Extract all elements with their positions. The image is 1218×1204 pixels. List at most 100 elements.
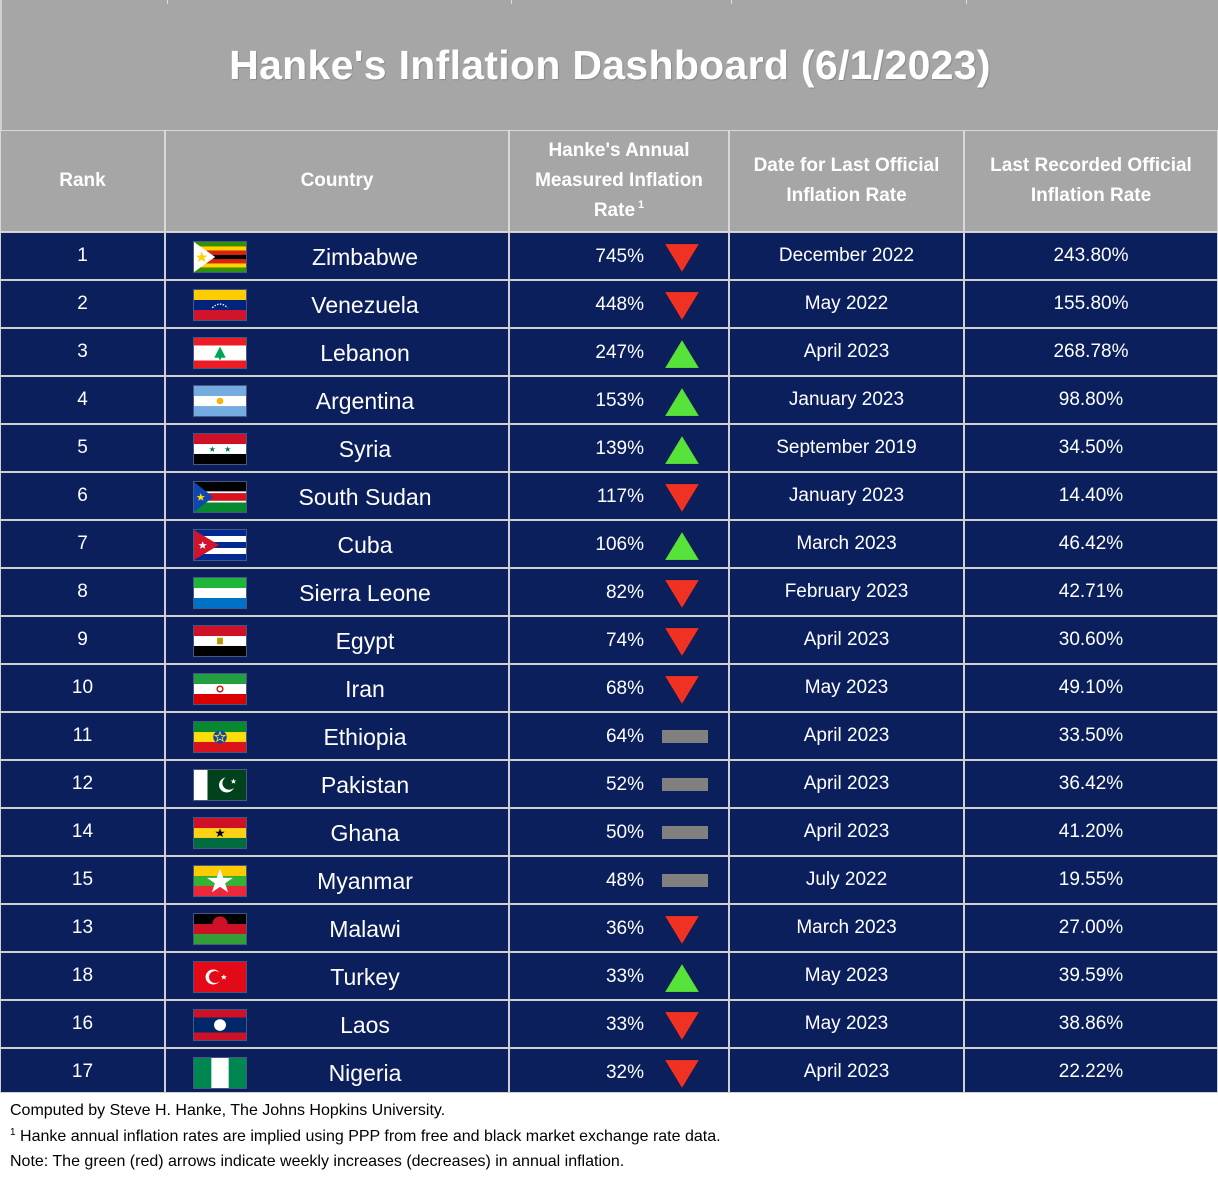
country-name: Syria <box>338 435 392 462</box>
footnote-marker: 1 <box>10 1126 16 1138</box>
last-date-value: February 2023 <box>784 581 909 602</box>
hanke-rate-cell: 64% <box>509 712 729 760</box>
syria-flag <box>193 433 247 465</box>
official-rate-cell: 39.59% <box>964 952 1218 1000</box>
rank-value: 13 <box>71 917 94 938</box>
official-rate-value: 39.59% <box>1058 965 1124 986</box>
hanke-rate-cell: 36% <box>509 904 729 952</box>
header-date-line2: Inflation Rate <box>786 185 907 206</box>
last-date-cell: April 2023 <box>729 616 964 664</box>
hanke-rate-value: 247% <box>595 342 644 363</box>
official-rate-cell: 33.50% <box>964 712 1218 760</box>
country-cell: Ghana <box>165 808 509 856</box>
hanke-rate-value: 32% <box>605 1062 644 1083</box>
country-name: Venezuela <box>311 291 419 318</box>
rank-value: 5 <box>77 437 88 458</box>
official-rate-cell: 46.42% <box>964 520 1218 568</box>
rank-value: 1 <box>77 245 88 266</box>
rank-cell: 11 <box>0 712 165 760</box>
last-date-value: July 2022 <box>805 869 888 890</box>
official-rate-value: 42.71% <box>1058 581 1124 602</box>
rank-cell: 3 <box>0 328 165 376</box>
country-cell: Syria <box>165 424 509 472</box>
rank-cell: 15 <box>0 856 165 904</box>
country-cell: Nigeria <box>165 1048 509 1096</box>
country-name: Lebanon <box>320 339 410 366</box>
table-row: 17 Nigeria 32% April 2023 22.22% <box>0 1048 1218 1096</box>
footer-note: Note: The green (red) arrows indicate we… <box>10 1153 625 1170</box>
rank-cell: 18 <box>0 952 165 1000</box>
official-rate-cell: 34.50% <box>964 424 1218 472</box>
last-date-cell: April 2023 <box>729 712 964 760</box>
rank-value: 2 <box>77 293 88 314</box>
country-name: Egypt <box>335 627 395 654</box>
rank-value: 3 <box>77 341 88 362</box>
table-row: 5 Syria 139% September 2019 34.50% <box>0 424 1218 472</box>
hanke-rate-value: 139% <box>595 438 644 459</box>
official-rate-cell: 98.80% <box>964 376 1218 424</box>
table-row: 14 Ghana 50% April 2023 41.20% <box>0 808 1218 856</box>
last-date-cell: May 2023 <box>729 952 964 1000</box>
footer-credit: Computed by Steve H. Hanke, The Johns Ho… <box>10 1102 446 1119</box>
official-rate-cell: 30.60% <box>964 616 1218 664</box>
country-cell: Iran <box>165 664 509 712</box>
official-rate-cell: 155.80% <box>964 280 1218 328</box>
country-name: Malawi <box>329 915 401 942</box>
title-bar: Hanke's Inflation Dashboard (6/1/2023) <box>0 0 1218 130</box>
ghana-flag <box>193 817 247 849</box>
last-date-cell: May 2023 <box>729 1000 964 1048</box>
official-rate-cell: 19.55% <box>964 856 1218 904</box>
hanke-rate-value: 153% <box>595 390 644 411</box>
hanke-rate-value: 50% <box>605 822 644 843</box>
official-rate-value: 268.78% <box>1053 341 1129 362</box>
official-rate-value: 243.80% <box>1053 245 1129 266</box>
official-rate-cell: 41.20% <box>964 808 1218 856</box>
rank-cell: 12 <box>0 760 165 808</box>
hanke-rate-cell: 247% <box>509 328 729 376</box>
hanke-rate-cell: 139% <box>509 424 729 472</box>
hanke-rate-cell: 33% <box>509 952 729 1000</box>
last-date-cell: September 2019 <box>729 424 964 472</box>
last-date-value: May 2022 <box>804 293 889 314</box>
last-date-cell: January 2023 <box>729 472 964 520</box>
rank-value: 14 <box>71 821 94 842</box>
rank-cell: 7 <box>0 520 165 568</box>
arrow-down-icon <box>664 1059 700 1089</box>
hanke-rate-value: 33% <box>605 966 644 987</box>
country-name: Argentina <box>315 387 415 414</box>
hanke-rate-cell: 117% <box>509 472 729 520</box>
arrow-down-icon <box>664 579 700 609</box>
table-row: 1 Zimbabwe 745% December 2022 243.80% <box>0 232 1218 280</box>
south-sudan-flag <box>193 481 247 513</box>
arrow-up-icon <box>664 963 700 993</box>
country-name: Laos <box>340 1011 390 1038</box>
last-date-value: April 2023 <box>803 773 890 794</box>
official-rate-value: 33.50% <box>1058 725 1124 746</box>
country-cell: South Sudan <box>165 472 509 520</box>
last-date-value: April 2023 <box>803 821 890 842</box>
table-row: 7 Cuba 106% March 2023 46.42% <box>0 520 1218 568</box>
official-rate-cell: 268.78% <box>964 328 1218 376</box>
hanke-rate-value: 117% <box>596 486 644 507</box>
country-name: Pakistan <box>320 771 410 798</box>
rank-cell: 17 <box>0 1048 165 1096</box>
rank-cell: 1 <box>0 232 165 280</box>
last-date-cell: April 2023 <box>729 808 964 856</box>
dashboard-title: Hanke's Inflation Dashboard (6/1/2023) <box>229 41 991 88</box>
rank-value: 9 <box>77 629 88 650</box>
rank-value: 16 <box>71 1013 94 1034</box>
hanke-rate-cell: 153% <box>509 376 729 424</box>
country-name: Zimbabwe <box>311 243 419 270</box>
rank-value: 6 <box>77 485 88 506</box>
rank-value: 11 <box>72 725 93 746</box>
official-rate-value: 98.80% <box>1058 389 1124 410</box>
nigeria-flag <box>193 1057 247 1089</box>
last-date-value: May 2023 <box>804 677 889 698</box>
ethiopia-flag <box>193 721 247 753</box>
official-rate-value: 14.40% <box>1058 485 1124 506</box>
official-rate-value: 19.55% <box>1058 869 1124 890</box>
rank-cell: 8 <box>0 568 165 616</box>
hanke-rate-cell: 106% <box>509 520 729 568</box>
hanke-rate-value: 448% <box>595 294 644 315</box>
